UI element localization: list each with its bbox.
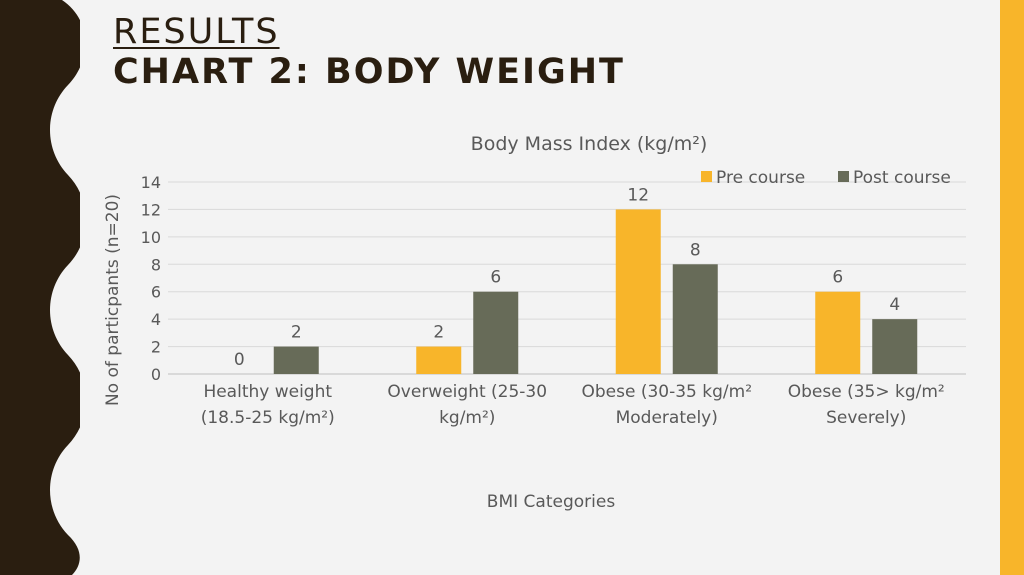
x-tick-label: Severely) [826,408,906,428]
y-tick-label: 14 [141,173,161,192]
y-tick-label: 12 [141,200,161,219]
x-tick-label: Obese (35> kg/m² [788,382,945,402]
x-axis-ticks: Healthy weight (18.5-25 kg/m²) Overweight … [201,382,945,428]
legend-swatch [701,171,712,182]
y-tick-label: 0 [151,365,161,384]
data-label: 6 [832,268,843,288]
x-tick-label: Overweight (25-30 [387,382,547,402]
y-tick-label: 4 [151,310,161,329]
bars [273,209,918,374]
x-tick-label: Moderately) [616,408,718,428]
data-label: 2 [433,323,444,343]
data-label: 12 [627,185,649,205]
data-label: 2 [291,323,302,343]
slide-title-results: RESULTS [113,12,280,52]
y-tick-label: 8 [151,255,161,274]
data-label: 4 [889,295,900,315]
decorative-wave-border [0,0,80,575]
x-tick-label: (18.5-25 kg/m²) [201,408,335,428]
data-labels: 0 2 2 6 12 8 6 4 [234,185,900,370]
x-tick-label: kg/m²) [439,408,495,428]
bar [273,346,319,374]
data-label: 8 [690,240,701,260]
bar [672,264,718,374]
data-label: 6 [490,268,501,288]
y-axis-label: No of particpants (n=20) [103,194,123,406]
y-axis-ticks: 0 2 4 6 8 10 12 14 [141,173,161,384]
legend-swatch [838,171,849,182]
bar [815,291,861,374]
y-tick-label: 6 [151,283,161,302]
slide-title-chart: CHART 2: BODY WEIGHT [113,52,625,92]
legend-label: Pre course [716,168,805,188]
x-tick-label: Obese (30-35 kg/m² [581,382,752,402]
legend-label: Post course [853,168,951,188]
bar [872,319,918,374]
bar [473,291,519,374]
x-tick-label: Healthy weight [203,382,332,402]
x-axis-label: BMI Categories [487,492,616,512]
legend: Pre course Post course [701,168,951,188]
data-label: 0 [234,350,245,370]
chart-title: Body Mass Index (kg/m²) [471,133,708,155]
y-tick-label: 10 [141,228,161,247]
bar [615,209,661,374]
bar [416,346,462,374]
right-accent-bar [1000,0,1024,575]
y-tick-label: 2 [151,338,161,357]
